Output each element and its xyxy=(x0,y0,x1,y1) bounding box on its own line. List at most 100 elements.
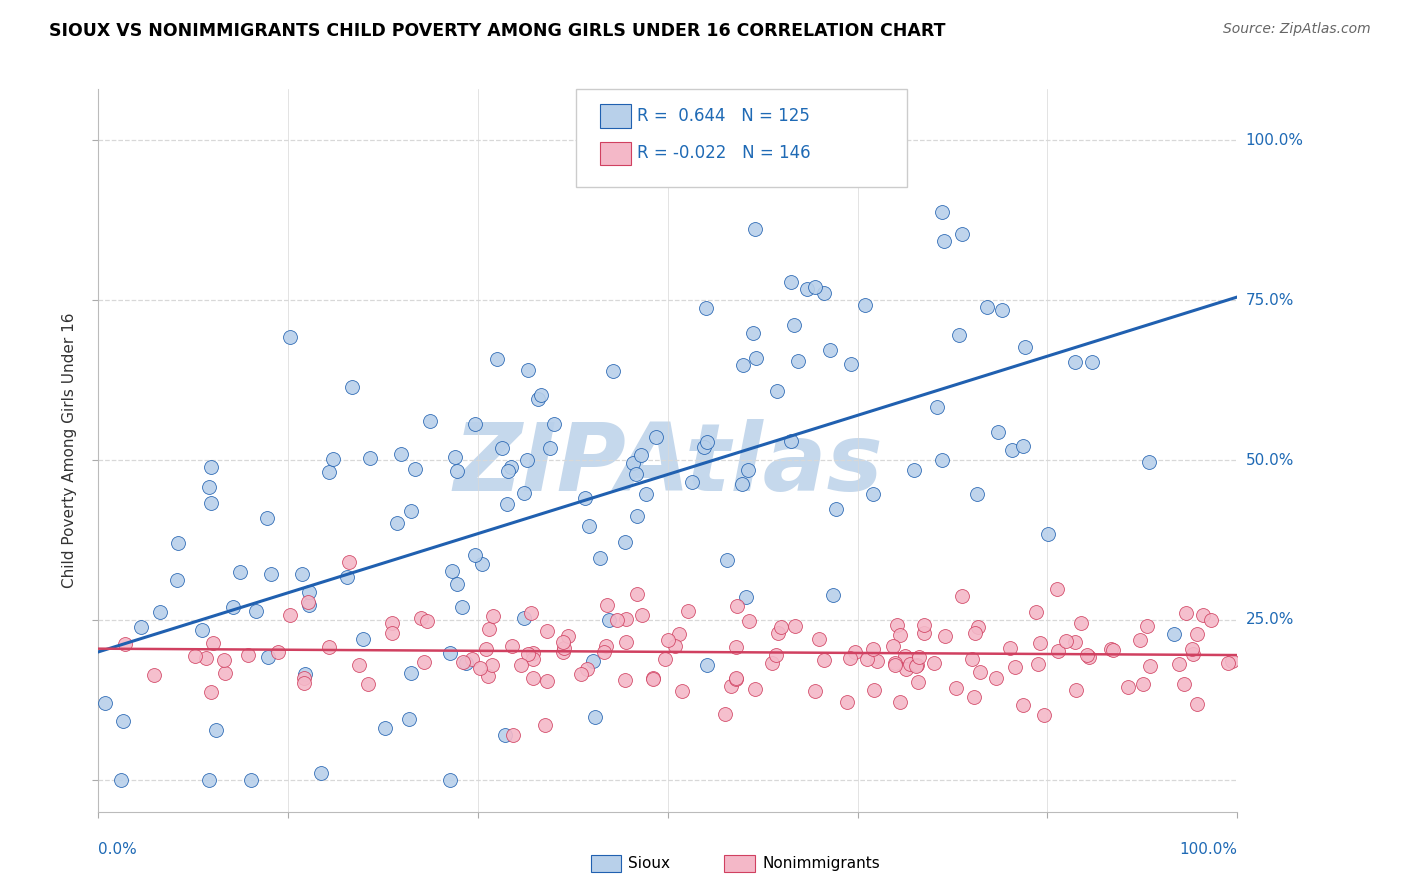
Point xyxy=(574,491,596,506)
Point xyxy=(482,608,505,623)
Point xyxy=(526,392,548,407)
Point xyxy=(768,625,790,640)
Point xyxy=(205,723,228,737)
Point xyxy=(733,359,755,373)
Point xyxy=(967,620,990,634)
Point xyxy=(195,650,218,665)
Point xyxy=(908,650,931,665)
Point xyxy=(200,685,222,699)
Point xyxy=(695,301,717,315)
Point xyxy=(381,625,404,640)
Point xyxy=(904,659,927,673)
Point xyxy=(419,414,441,428)
Point xyxy=(780,434,803,448)
Point xyxy=(818,343,841,358)
Point xyxy=(318,466,340,480)
Point xyxy=(1047,644,1070,658)
Text: R =  0.644   N = 125: R = 0.644 N = 125 xyxy=(637,107,810,125)
Point xyxy=(404,462,426,476)
Point xyxy=(1136,619,1159,633)
Point xyxy=(298,585,321,599)
Point xyxy=(889,695,911,709)
Point xyxy=(1046,582,1069,596)
Point xyxy=(1116,681,1139,695)
Point xyxy=(984,671,1007,685)
Point xyxy=(114,636,136,650)
Point xyxy=(543,417,565,431)
Point xyxy=(576,662,599,676)
Point xyxy=(1181,641,1204,656)
Point xyxy=(693,440,716,454)
Point xyxy=(494,728,516,742)
Point xyxy=(278,329,301,343)
Point xyxy=(912,626,935,640)
Point xyxy=(621,456,644,470)
Point xyxy=(742,326,765,340)
Point xyxy=(481,658,503,673)
Point xyxy=(536,674,558,689)
Point xyxy=(294,667,316,681)
Point xyxy=(903,463,925,477)
Point xyxy=(1181,647,1204,661)
Text: 0.0%: 0.0% xyxy=(98,842,138,857)
Point xyxy=(1137,455,1160,469)
Point xyxy=(322,452,344,467)
Point xyxy=(825,502,848,516)
Point xyxy=(1056,633,1078,648)
Point xyxy=(602,364,624,378)
Text: 50.0%: 50.0% xyxy=(1246,452,1294,467)
Point xyxy=(1014,340,1036,354)
Point xyxy=(292,675,315,690)
Point xyxy=(471,557,494,571)
Point xyxy=(200,496,222,510)
Point xyxy=(381,616,404,631)
Point xyxy=(1029,636,1052,650)
Point xyxy=(804,684,827,698)
Point xyxy=(439,772,461,787)
Point xyxy=(1001,443,1024,458)
Text: Source: ZipAtlas.com: Source: ZipAtlas.com xyxy=(1223,22,1371,37)
Point xyxy=(714,706,737,721)
Point xyxy=(1128,633,1150,648)
Point xyxy=(522,652,544,666)
Point xyxy=(976,301,998,315)
Point xyxy=(1026,657,1049,671)
Point xyxy=(461,651,484,665)
Point xyxy=(198,772,221,787)
Point xyxy=(808,632,831,646)
Point xyxy=(387,516,409,530)
Point xyxy=(110,772,132,787)
Point xyxy=(477,669,499,683)
Point xyxy=(453,655,475,669)
Point xyxy=(644,430,666,444)
Point xyxy=(595,639,617,653)
Point xyxy=(945,681,967,695)
Point xyxy=(1199,613,1222,627)
Point xyxy=(1063,355,1085,369)
Point xyxy=(882,639,904,653)
Point xyxy=(1064,683,1087,698)
Point xyxy=(292,671,315,685)
Point xyxy=(863,683,886,698)
Point xyxy=(501,639,523,653)
Point xyxy=(1077,650,1099,665)
Point xyxy=(966,486,988,500)
Point xyxy=(657,633,679,648)
Point xyxy=(499,459,522,474)
Point xyxy=(94,696,117,710)
Point xyxy=(716,552,738,566)
Point xyxy=(477,622,499,636)
Point xyxy=(409,611,432,625)
Point xyxy=(1012,439,1035,453)
Point xyxy=(889,628,911,642)
Point xyxy=(932,234,955,248)
Point xyxy=(737,463,759,477)
Point xyxy=(990,302,1012,317)
Point xyxy=(796,282,818,296)
Point xyxy=(1099,642,1122,657)
Point xyxy=(844,644,866,658)
Point xyxy=(540,441,562,455)
Point xyxy=(183,649,205,664)
Point xyxy=(589,551,612,566)
Point xyxy=(678,604,700,618)
